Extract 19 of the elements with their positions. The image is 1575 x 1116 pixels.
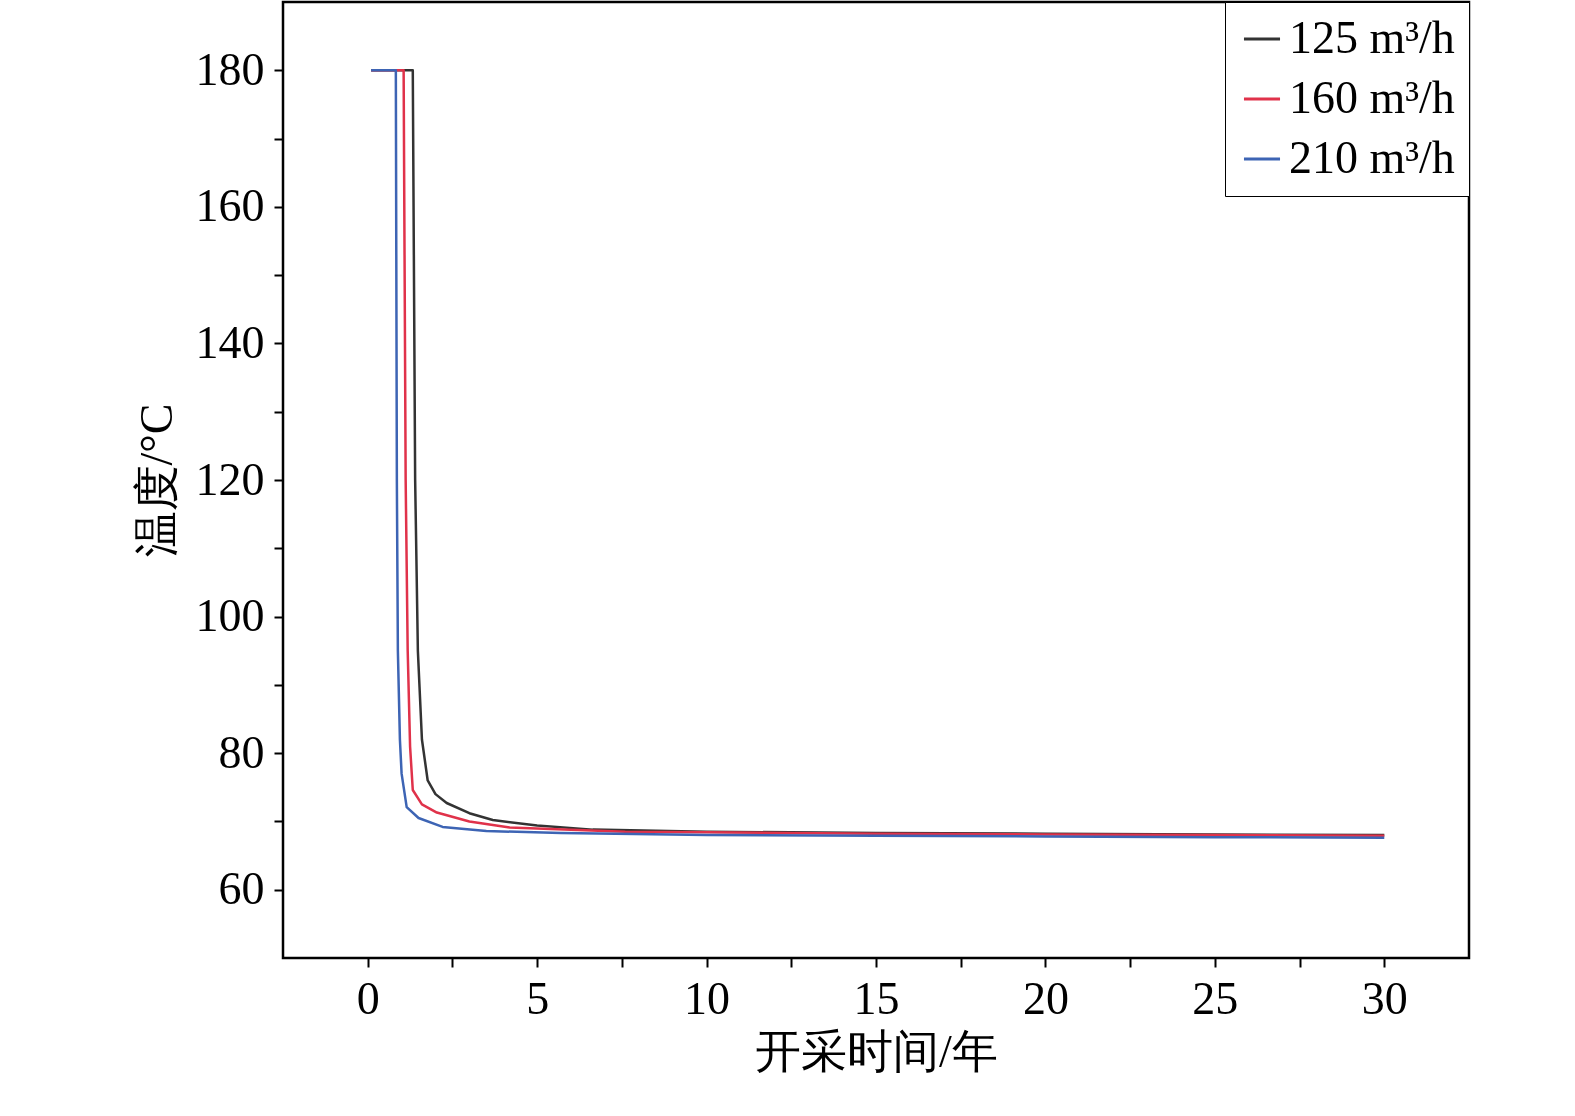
y-tick-label: 160: [195, 180, 265, 232]
y-tick-label: 140: [195, 316, 265, 368]
x-axis-title: 开采时间/年: [755, 1025, 998, 1077]
y-axis-title: 温度/°C: [130, 403, 182, 558]
x-tick-label: 30: [1361, 972, 1408, 1024]
legend-label: 125 m³/h: [1289, 12, 1455, 63]
x-tick-label: 5: [526, 972, 550, 1024]
y-tick-label: 60: [218, 863, 265, 915]
x-tick-label: 20: [1022, 972, 1069, 1024]
x-tick-label: 25: [1192, 972, 1239, 1024]
y-tick-label: 180: [195, 43, 265, 95]
legend-label: 160 m³/h: [1289, 72, 1455, 123]
x-tick-label: 10: [684, 972, 731, 1024]
y-tick-label: 120: [195, 453, 265, 505]
y-tick-label: 100: [195, 590, 265, 642]
x-tick-label: 0: [356, 972, 380, 1024]
y-tick-label: 80: [218, 726, 265, 778]
x-tick-label: 15: [853, 972, 900, 1024]
legend-label: 210 m³/h: [1289, 132, 1455, 183]
